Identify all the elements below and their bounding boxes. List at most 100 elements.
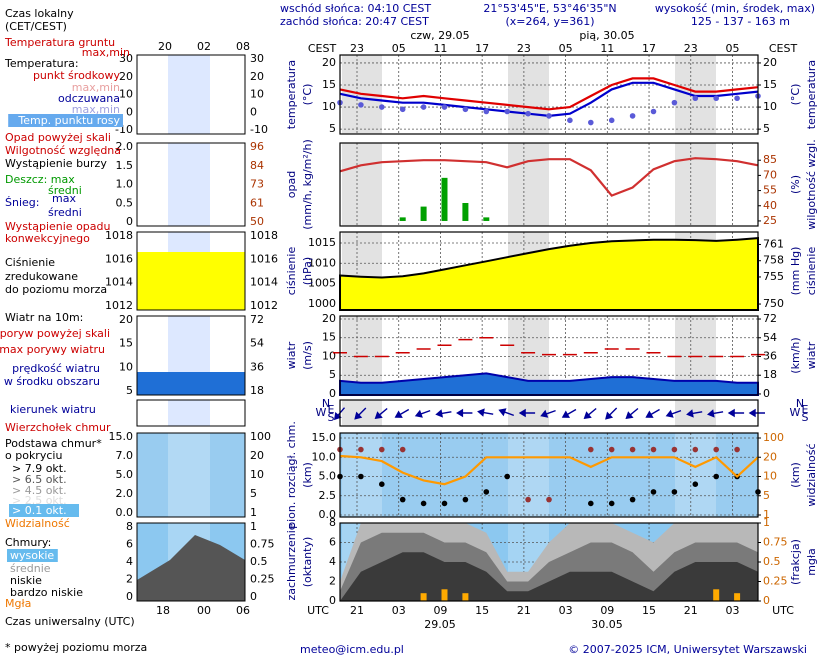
legend-label: Widzialność xyxy=(5,517,70,530)
bar xyxy=(399,217,406,221)
dot xyxy=(692,481,699,488)
label: CEST xyxy=(308,42,337,55)
panel-frame xyxy=(339,432,759,518)
axis-title: temperatura xyxy=(805,60,818,129)
dot xyxy=(734,446,740,453)
legend-tick-label: 30 xyxy=(119,52,133,65)
legend-tick-label: 18 xyxy=(250,384,264,397)
legend-tick-label: 36 xyxy=(250,360,264,373)
legend-tick-label: 1018 xyxy=(250,229,278,242)
axis-title: wiatr xyxy=(805,341,818,369)
dot xyxy=(608,446,615,453)
wind-arrow xyxy=(665,409,682,418)
label: 02 xyxy=(197,40,211,53)
dot xyxy=(358,446,364,453)
day-band xyxy=(168,55,210,134)
legend-tick-label: 96 xyxy=(250,140,264,153)
legend-label: > 6.5 okt. xyxy=(12,473,67,486)
label: zachód słońca: 20:47 CEST xyxy=(280,15,429,28)
dot xyxy=(608,117,615,124)
y-tick-label: 2 xyxy=(329,575,336,588)
axis-title: (km/h) xyxy=(789,337,802,373)
legend-tick-label: 2 xyxy=(126,573,133,586)
y-tick-label: 15.0 xyxy=(312,431,337,444)
legend-label: Wystąpienie opadu xyxy=(5,220,110,233)
wind-arrow xyxy=(583,407,597,420)
bar xyxy=(420,206,427,221)
legend-frame xyxy=(136,399,246,427)
y2-tick-label: 15 xyxy=(763,78,777,91)
legend-tick-label: 1 xyxy=(250,520,257,533)
time-tick-label: 15 xyxy=(642,604,656,617)
legend-label: do poziomu morza xyxy=(5,283,107,296)
legend-sample xyxy=(137,252,245,310)
night-band xyxy=(342,400,382,426)
legend-label: bardzo niskie xyxy=(10,586,83,599)
dot xyxy=(420,500,427,507)
dot xyxy=(588,446,594,453)
axis-title: pion. rozciągł. chm. xyxy=(285,421,298,529)
legend-tick-label: 5 xyxy=(250,487,257,500)
y2-tick-label: 10 xyxy=(763,100,777,113)
label: 21°53'45"E, 53°46'35"N xyxy=(483,2,616,15)
legend-tick-label: 10 xyxy=(250,88,264,101)
label: wschód słońca: 04:10 CEST xyxy=(280,2,431,15)
axis-title: (frakcja) xyxy=(789,539,802,585)
y-tick-label: 6 xyxy=(329,536,336,549)
time-tick-label: 11 xyxy=(433,42,447,55)
legend-label: > 2.5 okt. xyxy=(12,494,67,507)
legend-tick-label: 1014 xyxy=(105,276,133,289)
legend-tick-label: 72 xyxy=(250,313,264,326)
day-band xyxy=(168,433,210,517)
legend-label: poryw powyżej skali xyxy=(0,327,110,340)
legend-label: > 0.1 okt. xyxy=(12,504,67,517)
dot xyxy=(692,446,699,453)
y-tick-label: 4 xyxy=(329,555,336,568)
dot xyxy=(483,489,490,495)
dot xyxy=(546,496,552,503)
y2-tick-label: 85 xyxy=(763,153,777,166)
legend-tick-label: 10 xyxy=(119,360,133,373)
legend-label: punkt środkowy xyxy=(33,69,121,82)
y2-tick-label: 10 xyxy=(763,470,777,483)
compass-label: E xyxy=(802,403,809,416)
compass-label: N xyxy=(796,397,804,410)
night-band xyxy=(675,55,716,134)
y-tick-label: 0 xyxy=(329,387,336,400)
legend-tick-label: 6 xyxy=(126,538,133,551)
y-tick-label: 15 xyxy=(322,331,336,344)
time-tick-label: 17 xyxy=(642,42,656,55)
y-tick-label: 1005 xyxy=(308,277,336,290)
wind-arrow xyxy=(394,408,410,418)
legend-tick-label: 0 xyxy=(126,105,133,118)
time-tick-label: 21 xyxy=(517,604,531,617)
bar xyxy=(734,593,741,601)
label: CEST xyxy=(769,42,798,55)
night-band xyxy=(342,143,382,226)
legend-frame xyxy=(136,231,246,311)
dot xyxy=(525,110,531,117)
y-tick-label: 10 xyxy=(322,349,336,362)
area xyxy=(339,372,759,396)
legend-label: Deszcz: max xyxy=(5,173,75,186)
bar xyxy=(441,177,448,221)
y2-tick-label: 54 xyxy=(763,331,777,344)
legend-label: Podstawa chmur* xyxy=(5,437,102,450)
y2-tick-label: 40 xyxy=(763,199,777,212)
line xyxy=(339,157,759,197)
bar xyxy=(462,203,469,221)
dot xyxy=(358,473,364,480)
bar xyxy=(420,593,427,601)
axis-title: zachmurzenie xyxy=(285,523,298,600)
day-band xyxy=(168,400,210,426)
legend-label: Wiatr na 10m: xyxy=(5,311,83,324)
compass-label: W xyxy=(790,406,801,419)
wind-arrow xyxy=(333,407,346,421)
legend-background xyxy=(8,114,124,127)
legend-tick-label: 20 xyxy=(119,313,133,326)
legend-label: Temperatura gruntu xyxy=(4,36,115,49)
axis-title: opad xyxy=(285,171,298,198)
legend-frame xyxy=(136,432,246,518)
y-tick-label: 1015 xyxy=(308,236,336,249)
